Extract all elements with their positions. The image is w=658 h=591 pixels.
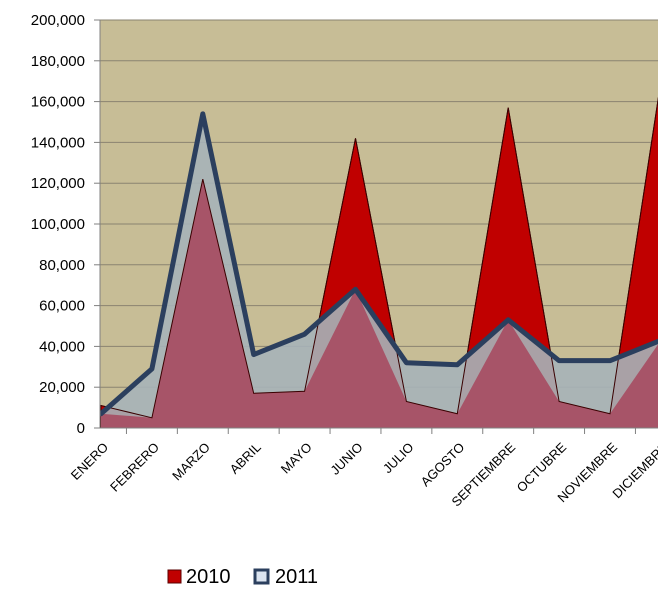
y-tick-label: 0 bbox=[77, 420, 85, 437]
axis-lines bbox=[94, 19, 658, 434]
y-tick-label: 60,000 bbox=[39, 298, 85, 315]
legend: 2010 2011 bbox=[167, 566, 318, 588]
y-tick-label: 140,000 bbox=[31, 134, 85, 151]
x-tick-label: MAYO bbox=[278, 440, 315, 477]
x-tick-label: MARZO bbox=[169, 440, 213, 484]
y-tick-label: 20,000 bbox=[39, 379, 85, 396]
legend-label-2010: 2010 bbox=[186, 566, 231, 588]
series-2011-line bbox=[100, 111, 658, 417]
series-areas bbox=[100, 96, 658, 428]
x-tick-label: ABRIL bbox=[227, 440, 264, 477]
y-tick-label: 200,000 bbox=[31, 12, 85, 29]
y-axis-ticks: 0 20,000 40,000 60,000 80,000 100,000 120,000 1… bbox=[31, 12, 85, 437]
series-overlap-area bbox=[101, 179, 658, 428]
x-tick-label: AGOSTO bbox=[418, 440, 468, 490]
y-tick-label: 80,000 bbox=[39, 257, 85, 274]
x-tick-label: FEBRERO bbox=[107, 440, 162, 495]
series-2010-edge bbox=[100, 96, 658, 419]
y-tick-label: 120,000 bbox=[31, 175, 85, 192]
legend-swatch-2010 bbox=[167, 569, 182, 584]
y-tick-label: 40,000 bbox=[39, 338, 85, 355]
x-tick-label: JUNIO bbox=[327, 440, 365, 478]
legend-swatch-2011 bbox=[253, 568, 270, 585]
y-tick-label: 160,000 bbox=[31, 94, 85, 111]
y-tick-label: 100,000 bbox=[31, 216, 85, 233]
x-tick-label: JULIO bbox=[380, 440, 417, 477]
y-tick-label: 180,000 bbox=[31, 53, 85, 70]
x-tick-label: ENERO bbox=[68, 440, 111, 483]
legend-label-2011: 2011 bbox=[275, 566, 318, 588]
